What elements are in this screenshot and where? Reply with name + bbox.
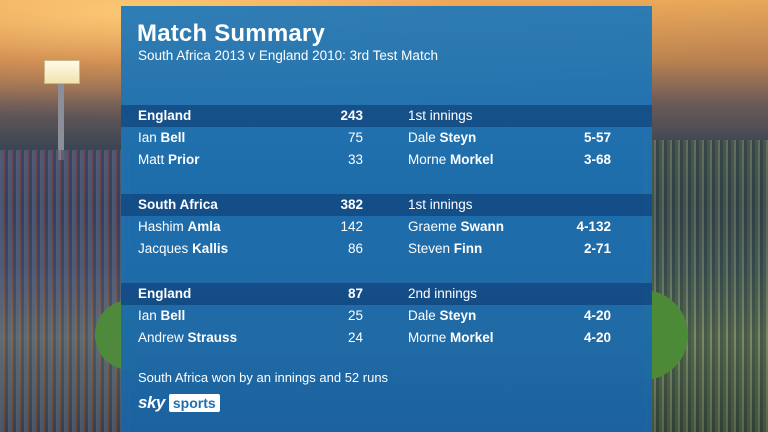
bowler-figures: 5-57 xyxy=(583,130,611,145)
match-subtitle: South Africa 2013 v England 2010: 3rd Te… xyxy=(138,48,438,63)
batter-name: Ian Bell xyxy=(138,130,186,145)
player-row: Ian Bell 25 Dale Steyn 4-20 xyxy=(121,305,652,327)
innings-label: 1st innings xyxy=(408,197,473,212)
match-summary-panel: Match Summary South Africa 2013 v Englan… xyxy=(121,6,652,432)
batter-name: Matt Prior xyxy=(138,152,200,167)
player-row: Jacques Kallis 86 Steven Finn 2-71 xyxy=(121,238,652,260)
batter-name: Ian Bell xyxy=(138,308,186,323)
batter-name: Andrew Strauss xyxy=(138,330,238,345)
innings-label: 1st innings xyxy=(408,108,473,123)
bowler-name: Dale Steyn xyxy=(408,308,477,323)
innings-header: England 87 2nd innings xyxy=(121,283,652,305)
team-name: England xyxy=(138,108,192,123)
team-total: 87 xyxy=(347,286,363,301)
bowler-figures: 4-20 xyxy=(583,330,611,345)
player-row: Ian Bell 75 Dale Steyn 5-57 xyxy=(121,127,652,149)
batter-name: Hashim Amla xyxy=(138,219,221,234)
team-name: England xyxy=(138,286,192,301)
bowler-figures: 4-20 xyxy=(583,308,611,323)
sky-sports-logo: sky sports xyxy=(138,392,220,414)
floodlight-tower xyxy=(58,70,64,160)
bowler-figures: 3-68 xyxy=(583,152,611,167)
team-name: South Africa xyxy=(138,197,218,212)
player-row: Andrew Strauss 24 Morne Morkel 4-20 xyxy=(121,327,652,349)
batter-runs: 142 xyxy=(340,219,363,234)
crowd-stand-right xyxy=(643,140,768,432)
batter-name: Jacques Kallis xyxy=(138,241,229,256)
team-total: 243 xyxy=(340,108,363,123)
bowler-figures: 4-132 xyxy=(576,219,611,234)
bowler-name: Steven Finn xyxy=(408,241,483,256)
bowler-name: Morne Morkel xyxy=(408,330,494,345)
batter-runs: 24 xyxy=(347,330,363,345)
innings-label: 2nd innings xyxy=(408,286,478,301)
batter-runs: 25 xyxy=(347,308,363,323)
innings-header: South Africa 382 1st innings xyxy=(121,194,652,216)
sports-logo-text: sports xyxy=(168,394,220,412)
bowler-name: Graeme Swann xyxy=(408,219,505,234)
batter-runs: 86 xyxy=(347,241,363,256)
batter-runs: 33 xyxy=(347,152,363,167)
innings-header: England 243 1st innings xyxy=(121,105,652,127)
bowler-name: Dale Steyn xyxy=(408,130,477,145)
player-row: Hashim Amla 142 Graeme Swann 4-132 xyxy=(121,216,652,238)
crowd-stand-left xyxy=(0,150,130,432)
team-total: 382 xyxy=(340,197,363,212)
floodlight-lamp xyxy=(44,60,80,84)
match-result: South Africa won by an innings and 52 ru… xyxy=(138,370,389,385)
batter-runs: 75 xyxy=(347,130,363,145)
bowler-name: Morne Morkel xyxy=(408,152,494,167)
sky-logo-text: sky xyxy=(138,393,165,412)
bowler-figures: 2-71 xyxy=(583,241,611,256)
page-title: Match Summary xyxy=(137,20,325,47)
player-row: Matt Prior 33 Morne Morkel 3-68 xyxy=(121,149,652,171)
